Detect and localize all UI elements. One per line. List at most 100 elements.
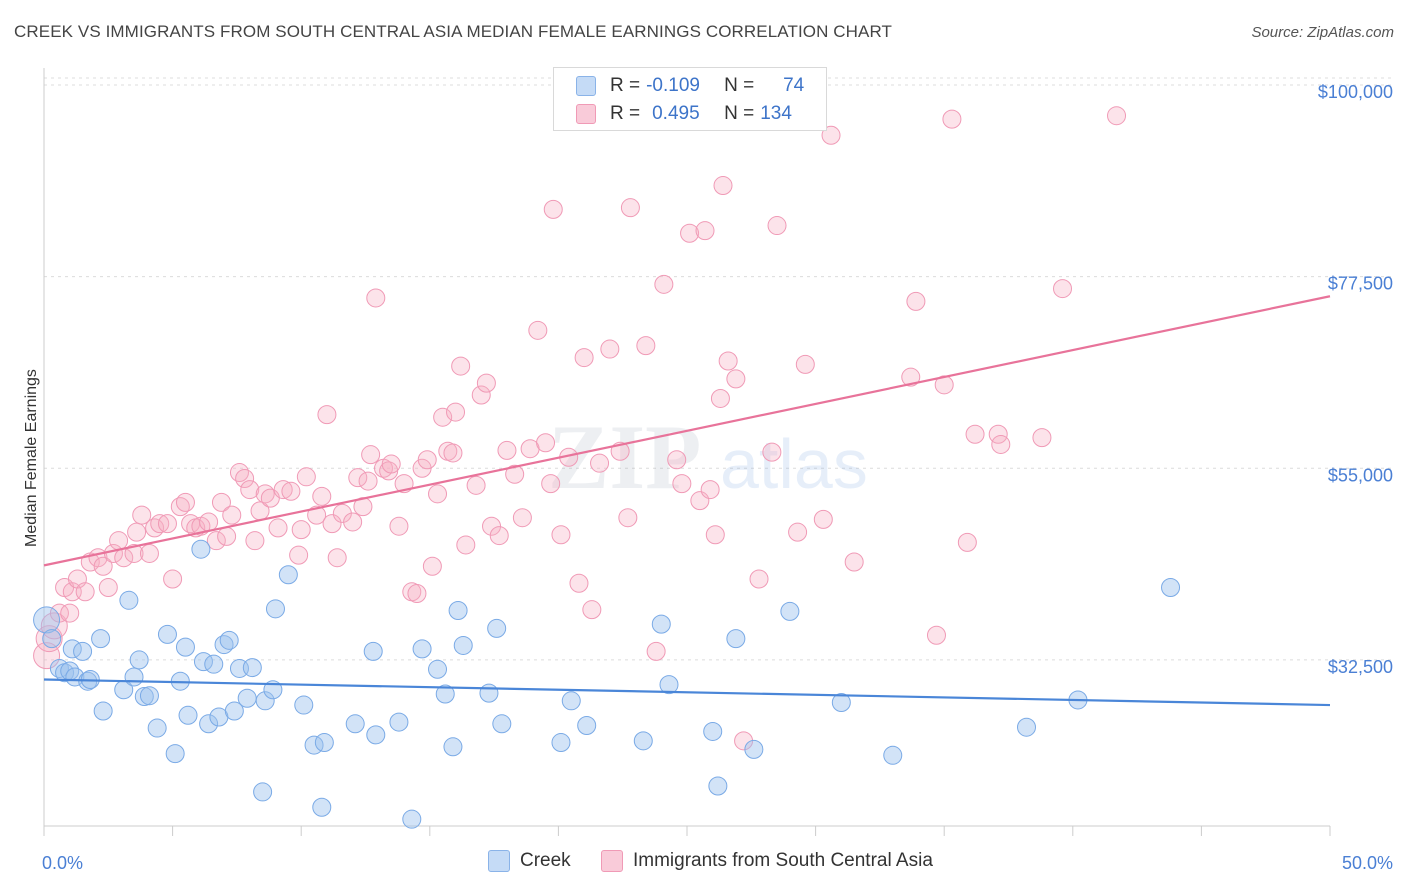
immigrants-point [312, 486, 332, 506]
legend-r-label: R = [610, 103, 641, 124]
creek-point [265, 599, 285, 619]
immigrants-point [762, 442, 782, 462]
creek-point [312, 797, 332, 817]
y-tick-label: $100,000 [1318, 82, 1393, 102]
creek-point [33, 606, 61, 634]
series-label-creek: Creek [520, 850, 571, 871]
series-swatch-immigrants [601, 850, 623, 872]
creek-point [726, 629, 746, 649]
creek-point [561, 691, 581, 711]
immigrants-point [235, 469, 255, 489]
immigrants-point [528, 320, 548, 340]
immigrants-point [646, 641, 666, 661]
immigrants-point [163, 569, 183, 589]
creek-point [453, 635, 473, 655]
immigrants-point [417, 450, 437, 470]
creek-point [314, 733, 334, 753]
creek-point [831, 693, 851, 713]
immigrants-point [389, 516, 409, 536]
creek-point [42, 629, 62, 649]
immigrants-point [296, 467, 316, 487]
chart-title: CREEK VS IMMIGRANTS FROM SOUTH CENTRAL A… [14, 22, 893, 41]
creek-point [363, 641, 383, 661]
creek-point [204, 654, 224, 674]
immigrants-point [942, 109, 962, 129]
immigrants-point [199, 512, 219, 532]
immigrants-point [965, 424, 985, 444]
creek-point [178, 705, 198, 725]
source-label: Source: ZipAtlas.com [1251, 24, 1394, 41]
immigrants-point [636, 336, 656, 356]
tick-labels: $32,500 $55,000 $77,500 $100,000 0.0% 50.0% [42, 82, 1393, 873]
immigrants-point [471, 385, 491, 405]
creek-point [345, 714, 365, 734]
immigrants-point [322, 514, 342, 534]
immigrants-point [620, 198, 640, 218]
creek-point [139, 686, 159, 706]
immigrants-point [672, 474, 692, 494]
creek-point [129, 650, 149, 670]
immigrants-point [451, 356, 471, 376]
immigrants-point [1032, 428, 1052, 448]
immigrants-point [543, 199, 563, 219]
immigrants-point [726, 369, 746, 389]
axes [43, 68, 1331, 836]
immigrants-point [446, 402, 466, 422]
immigrants-point [175, 492, 195, 512]
immigrants-point [957, 532, 977, 552]
immigrants-point [713, 176, 733, 196]
creek-point [278, 565, 298, 585]
legend-n-label: N = [724, 75, 755, 96]
creek-point [435, 684, 455, 704]
immigrants-point [407, 583, 427, 603]
creek-point [93, 701, 113, 721]
creek-point [389, 712, 409, 732]
immigrants-point [109, 531, 129, 551]
creek-point [134, 687, 154, 707]
immigrants-point [327, 548, 347, 568]
immigrants-point [127, 522, 147, 542]
legend-swatch-creek [576, 76, 596, 96]
immigrants-point [381, 454, 401, 474]
creek-point [479, 683, 499, 703]
immigrants-point [536, 433, 556, 453]
immigrants-point [307, 505, 327, 525]
immigrants-point [749, 569, 769, 589]
watermark: ZIP atlas [548, 406, 868, 508]
immigrants-point [132, 505, 152, 525]
immigrants-point [150, 514, 170, 534]
immigrants-point [229, 463, 249, 483]
immigrants-point [926, 625, 946, 645]
creek-point [402, 809, 422, 829]
legend-r-value: 0.495 [652, 103, 700, 124]
creek-point [199, 714, 219, 734]
series-legend-creek: Creek [488, 850, 571, 872]
creek-point [191, 539, 211, 559]
creek-point [119, 590, 139, 610]
immigrants-point [654, 274, 674, 294]
immigrants-point [273, 480, 293, 500]
legend-r-value: -0.109 [646, 75, 700, 96]
immigrants-point [476, 373, 496, 393]
immigrants-point [456, 535, 476, 555]
legend-n-label: N = [724, 103, 755, 124]
immigrants-point [217, 526, 237, 546]
creek-point [73, 641, 93, 661]
creek-point [744, 739, 764, 759]
immigrants-point [240, 480, 260, 500]
creek-point [255, 691, 275, 711]
immigrants-point [443, 443, 463, 463]
immigrants-point [291, 520, 311, 540]
immigrants-point [289, 545, 309, 565]
immigrants-point [157, 514, 177, 534]
immigrants-point [422, 556, 442, 576]
creek-point [487, 618, 507, 638]
immigrants-point [206, 531, 226, 551]
immigrants-point [281, 481, 301, 501]
immigrants-points [33, 106, 1127, 751]
creek-point [651, 614, 671, 634]
immigrants-point [98, 578, 118, 598]
immigrants-point [813, 509, 833, 529]
immigrants-point [788, 522, 808, 542]
immigrants-point [844, 552, 864, 572]
